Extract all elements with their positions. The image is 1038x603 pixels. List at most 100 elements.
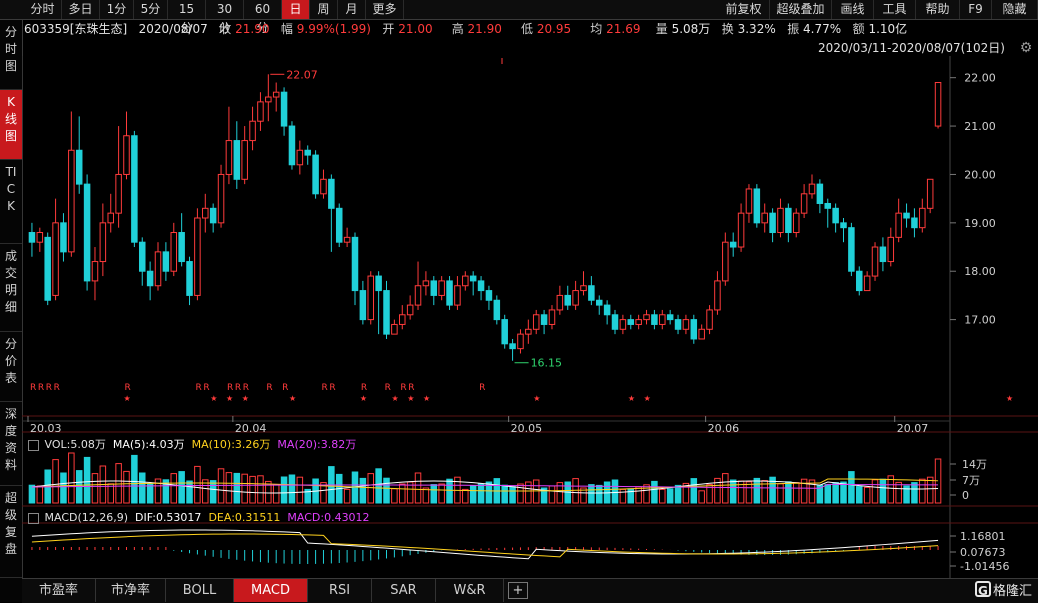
candle-body-48 xyxy=(406,304,414,316)
indicator-tab-1[interactable]: 市净率 xyxy=(96,579,166,602)
star-marker-2: ★ xyxy=(226,394,233,403)
indicator-tab-3[interactable]: MACD xyxy=(234,579,308,602)
volume-bar-77 xyxy=(635,486,642,504)
r-marker-3: R xyxy=(54,383,60,393)
period-tab-8[interactable]: 周 xyxy=(310,0,338,19)
period-tab-4[interactable]: 15分 xyxy=(168,0,206,35)
volume-bar-33 xyxy=(288,474,296,504)
period-tab-1[interactable]: 多日 xyxy=(62,0,100,19)
left-tab-0[interactable]: 分时图 xyxy=(0,20,22,90)
left-tab-4[interactable]: 分价表 xyxy=(0,332,22,402)
volume-bar-52 xyxy=(438,483,445,504)
low-label: 低 xyxy=(520,22,533,36)
period-tab-9[interactable]: 月 xyxy=(338,0,366,19)
high-label: 高 xyxy=(451,22,464,36)
volume-bar-47 xyxy=(399,483,406,504)
star-marker-0: ★ xyxy=(124,394,131,403)
macd-dif-line xyxy=(31,529,939,560)
indicator-tab-5[interactable]: SAR xyxy=(372,579,436,602)
volume-bar-66 xyxy=(548,485,556,504)
candle-body-29 xyxy=(257,101,264,122)
avg-label: 均 xyxy=(590,22,603,36)
macd-dea-line xyxy=(31,533,939,558)
volume-label: 量 xyxy=(655,22,668,36)
candle-body-74 xyxy=(611,314,619,330)
r-marker-8: R xyxy=(235,383,241,393)
vol-dropdown-icon[interactable] xyxy=(28,439,39,451)
indicator-tab-2[interactable]: BOLL xyxy=(166,579,234,602)
amplitude-value: 4.77% xyxy=(803,22,842,36)
r-marker-18: R xyxy=(479,383,485,393)
volume-bar-70 xyxy=(580,487,587,504)
toolbar-right-6[interactable]: 隐藏 xyxy=(992,0,1038,19)
r-marker-14: R xyxy=(361,383,367,393)
candle-body-39 xyxy=(335,207,343,243)
period-tab-2[interactable]: 1分 xyxy=(100,0,134,19)
star-marker-9: ★ xyxy=(533,394,540,403)
gear-icon[interactable]: ⚙ xyxy=(1019,40,1033,56)
y-tick-label-3: 19.00 xyxy=(964,217,996,230)
candle-body-47 xyxy=(399,314,406,325)
candle-body-15 xyxy=(146,270,154,287)
change-value: 9.99%(1.99) xyxy=(296,22,371,36)
candle-body-13 xyxy=(131,135,138,243)
turnover-label: 换 xyxy=(721,22,734,36)
volume-bar-50 xyxy=(422,487,430,504)
candle-body-89 xyxy=(729,241,737,248)
volume-bar-64 xyxy=(532,479,540,504)
period-tab-6[interactable]: 60分 xyxy=(244,0,282,35)
volume-bar-96 xyxy=(785,481,792,504)
period-tab-3[interactable]: 5分 xyxy=(134,0,168,19)
left-tab-5[interactable]: 深度资料 xyxy=(0,402,22,486)
period-tab-5[interactable]: 30分 xyxy=(206,0,244,35)
toolbar-right-5[interactable]: F9 xyxy=(960,0,992,19)
candle-body-58 xyxy=(485,290,493,301)
stock-chart-area[interactable]: 22.00 21.00 20.00 19.00 18.00 17.00 20.03 20.04… xyxy=(22,56,1038,578)
volume-bar-19 xyxy=(178,471,185,504)
toolbar-right-0[interactable]: 前复权 xyxy=(718,0,770,19)
left-tab-6[interactable]: 超级复盘 xyxy=(0,486,22,578)
r-marker-7: R xyxy=(227,383,233,393)
open-label: 开 xyxy=(382,22,395,36)
left-tab-2[interactable]: TICK xyxy=(0,160,22,244)
left-tab-1[interactable]: K线图 xyxy=(0,90,22,160)
indicator-tab-4[interactable]: RSI xyxy=(308,579,372,602)
period-tab-0[interactable]: 分时 xyxy=(24,0,62,19)
volume-bar-35 xyxy=(304,488,311,504)
volume-bar-74 xyxy=(611,479,619,504)
toolbar-right-4[interactable]: 帮助 xyxy=(916,0,960,19)
r-marker-4: R xyxy=(125,383,131,393)
toolbar-right-2[interactable]: 画线 xyxy=(832,0,874,19)
close-value: 21.90 xyxy=(235,22,270,36)
macd-dropdown-icon[interactable] xyxy=(28,512,39,524)
volume-bar-105 xyxy=(856,486,863,504)
star-marker-3: ★ xyxy=(242,394,249,403)
high-marker-label: 22.07 xyxy=(286,68,318,81)
candle-body-17 xyxy=(162,251,170,272)
volume-bar-44 xyxy=(375,468,382,504)
volume-bar-25 xyxy=(225,472,233,504)
candle-body-90 xyxy=(737,212,745,248)
add-indicator-button[interactable]: + xyxy=(508,582,528,599)
candle-body-62 xyxy=(517,333,524,350)
volume-bar-65 xyxy=(540,487,548,504)
quote-info-bar: 603359[东珠生态] 2020/08/07 收 21.90 幅 9.99%(… xyxy=(24,20,1038,39)
indicator-tab-6[interactable]: W&R xyxy=(436,579,504,602)
toolbar-right-3[interactable]: 工具 xyxy=(874,0,916,19)
macd-axis-label-0: 1.16801 xyxy=(960,530,1006,543)
change-label: 幅 xyxy=(280,22,293,36)
toolbar-right-1[interactable]: 超级叠加 xyxy=(770,0,832,19)
left-tab-3[interactable]: 成交明细 xyxy=(0,244,22,332)
period-tab-10[interactable]: 更多 xyxy=(366,0,404,19)
volume-bar-4 xyxy=(60,472,67,504)
volume-bar-98 xyxy=(800,478,808,504)
period-tab-7[interactable]: 日 xyxy=(282,0,310,19)
volume-bar-63 xyxy=(525,481,532,504)
indicator-tab-0[interactable]: 市盈率 xyxy=(22,579,96,602)
candle-body-91 xyxy=(745,188,753,214)
candle-body-23 xyxy=(209,207,217,224)
candle-body-26 xyxy=(233,140,241,180)
star-marker-1: ★ xyxy=(210,394,217,403)
vol-value: VOL:5.08万 xyxy=(44,438,106,451)
volume-value: 5.08万 xyxy=(671,22,711,36)
